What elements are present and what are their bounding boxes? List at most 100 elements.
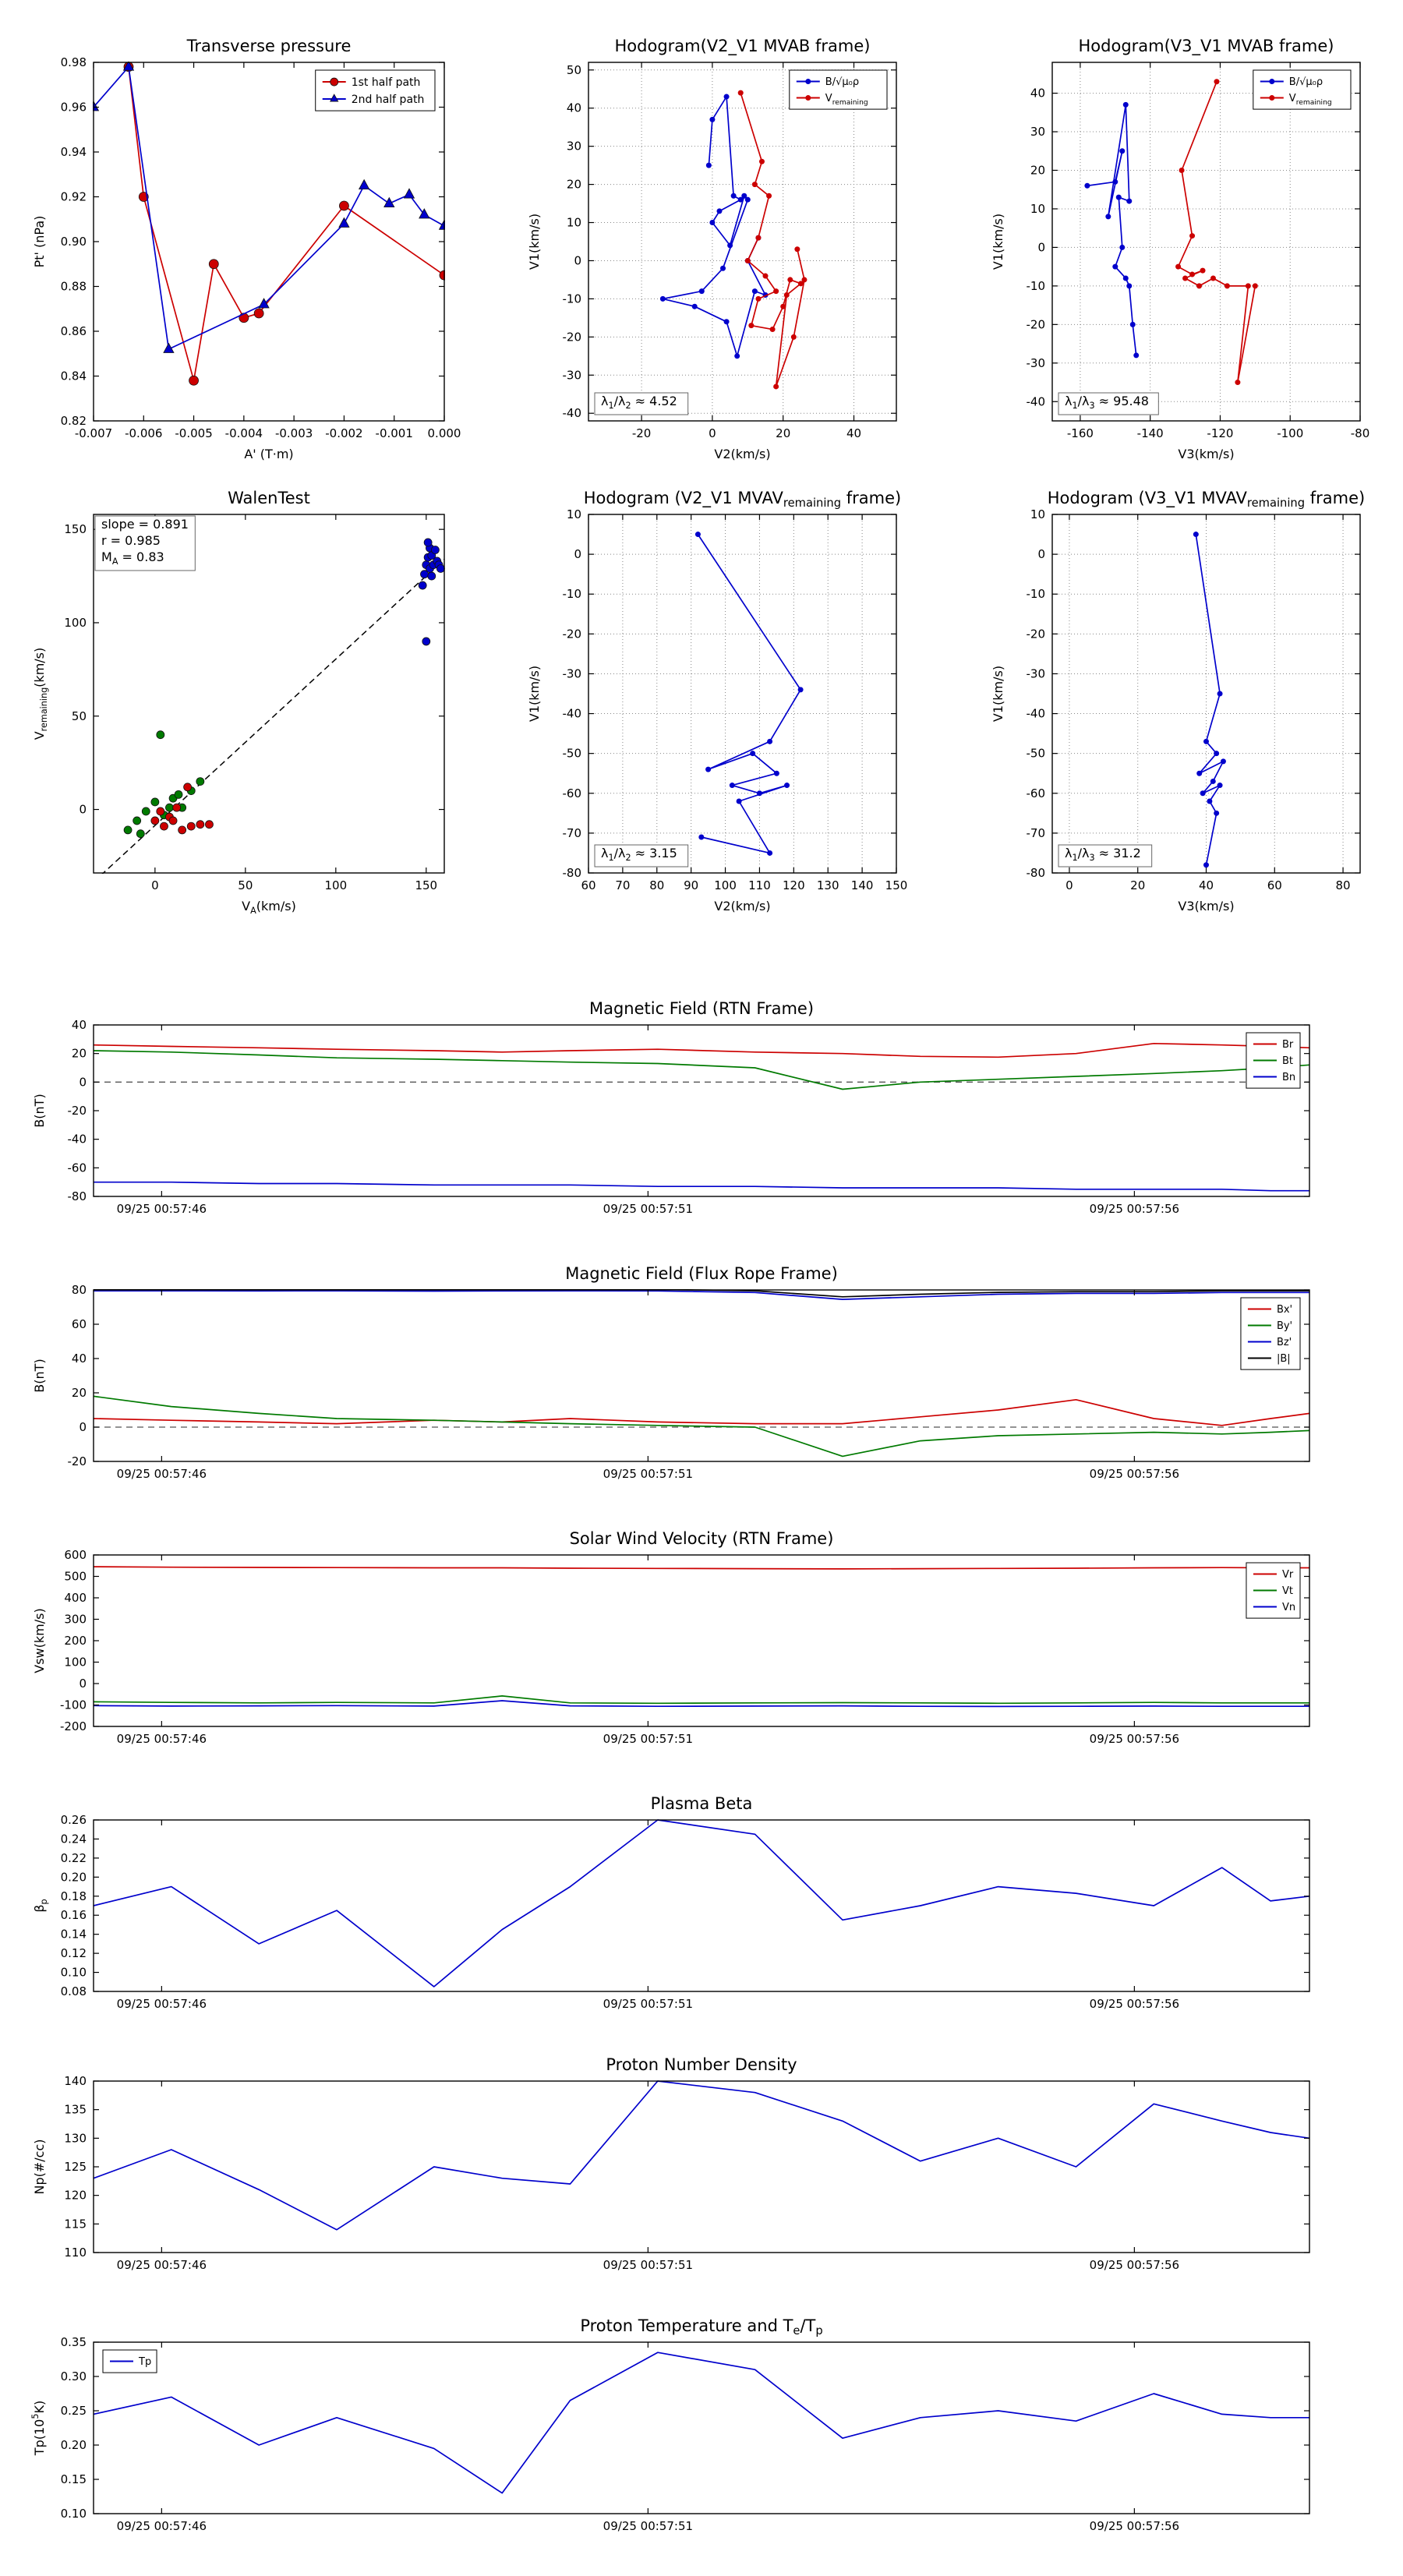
x-tick-label: 100 (714, 878, 737, 892)
x-tick-label: 50 (238, 878, 253, 892)
y-tick-label: -50 (1027, 747, 1046, 761)
x-tick-label: 60 (1267, 878, 1282, 892)
plot-frame (93, 1289, 1310, 1462)
x-tick-label: 0.000 (428, 426, 461, 440)
y-tick-label: 0.12 (61, 1946, 87, 1960)
legend-label: |B| (1277, 1353, 1291, 1365)
legend-label: Vremaining (825, 93, 868, 107)
x-tick-label: -0.004 (225, 426, 263, 440)
y-tick-label: 130 (64, 2131, 87, 2145)
y-axis-label: Vremaining(km/s) (32, 648, 49, 740)
x-tick-label: 120 (783, 878, 805, 892)
y-tick-label: 0.92 (61, 190, 87, 204)
y-tick-label: 600 (64, 1548, 87, 1562)
x-axis-label: V2(km/s) (714, 899, 770, 913)
legend: Br Bt Bn (1246, 1032, 1301, 1089)
legend-label: 1st half path (352, 76, 421, 89)
legend-label: Vn (1282, 1602, 1295, 1613)
y-tick-label: -80 (68, 1189, 87, 1203)
legend-label: 2nd half path (352, 94, 425, 106)
x-tick-label: 0 (1066, 878, 1073, 892)
x-tick-label: 09/25 00:57:46 (117, 2258, 207, 2272)
y-tick-label: 125 (64, 2160, 87, 2174)
y-axis-label: Vsw(km/s) (32, 1608, 47, 1673)
legend-label: Br (1282, 1039, 1294, 1051)
y-axis-label: V1(km/s) (991, 214, 1005, 270)
series-vt (93, 1695, 1309, 1705)
y-tick-label: 500 (64, 1570, 87, 1584)
y-tick-label: -100 (60, 1698, 87, 1712)
x-tick-label: -80 (1351, 426, 1370, 440)
y-tick-label: 20 (72, 1386, 87, 1400)
x-tick-label: 20 (776, 426, 790, 440)
y-tick-label: -10 (563, 292, 582, 306)
x-tick-label: 40 (1199, 878, 1214, 892)
x-axis-label: V3(km/s) (1178, 899, 1234, 913)
plot-frame (93, 2341, 1310, 2514)
y-tick-label: 10 (567, 216, 581, 230)
y-tick-label: 150 (64, 522, 87, 536)
y-tick-label: 40 (1030, 87, 1045, 101)
y-tick-label: 0 (1037, 547, 1045, 561)
y-axis-label: B(nT) (32, 1094, 47, 1127)
chart-title: Transverse pressure (186, 37, 352, 55)
x-tick-label: -0.007 (75, 426, 112, 440)
y-tick-label: 0.15 (61, 2472, 87, 2486)
series-fit-line (101, 558, 445, 874)
y-tick-label: 30 (567, 140, 581, 154)
y-tick-label: 0.82 (61, 414, 87, 428)
y-tick-label: -200 (60, 1719, 87, 1733)
chart-mag_fluxrope: 09/25 00:57:46 09/25 00:57:51 09/25 00:57:… (32, 1264, 1310, 1481)
y-tick-label: 80 (72, 1283, 87, 1297)
y-tick-label: 0.26 (61, 1813, 87, 1827)
y-tick-label: -40 (1027, 394, 1046, 408)
legend-label: Bz' (1277, 1337, 1292, 1348)
series-bx (93, 1398, 1310, 1426)
y-tick-label: -30 (1027, 666, 1046, 680)
chart-mag_rtn: 09/25 00:57:46 09/25 00:57:51 09/25 00:57:… (32, 999, 1310, 1216)
annotation: λ1/λ2 ≈ 3.15 (594, 844, 689, 868)
y-tick-label: -70 (1027, 826, 1046, 840)
y-tick-label: -60 (563, 786, 582, 800)
y-tick-label: -50 (563, 747, 582, 761)
x-tick-label: 150 (885, 878, 908, 892)
x-tick-label: 0 (151, 878, 159, 892)
legend-label: Vr (1282, 1569, 1294, 1581)
chart-hodogram_v2v1_mvav: 60 70 80 90 100 110 120 130 140 150-80-70-60-50-4… (527, 489, 907, 913)
x-tick-label: 100 (325, 878, 348, 892)
chart-title: WalenTest (228, 489, 310, 507)
y-tick-label: 40 (72, 1018, 87, 1032)
x-tick-label: 90 (684, 878, 698, 892)
plot-frame (93, 1819, 1310, 1992)
y-axis-label: Tp(105K) (30, 2401, 47, 2456)
x-tick-label: 09/25 00:57:46 (117, 2519, 207, 2533)
series-bz (94, 1290, 1309, 1300)
y-tick-label: -40 (68, 1133, 87, 1147)
x-tick-label: 09/25 00:57:51 (603, 1732, 693, 1746)
y-tick-label: 0.22 (61, 1851, 87, 1865)
legend-label: B/√μ₀ρ (825, 76, 859, 88)
y-tick-label: -20 (1027, 627, 1046, 641)
chart-transverse_pressure: -0.007 -0.006 -0.005 -0.004 -0.003 -0.002 -0.0… (32, 37, 461, 461)
annotation-text: λ1/λ2 ≈ 3.15 (601, 846, 677, 863)
y-tick-label: -80 (563, 866, 582, 880)
y-tick-label: 0.25 (61, 2404, 87, 2418)
y-tick-label: 40 (72, 1352, 87, 1366)
x-tick-label: 0 (709, 426, 716, 440)
x-tick-label: 09/25 00:57:56 (1090, 1997, 1179, 2011)
annotation-text: r = 0.985 (101, 533, 161, 548)
y-tick-label: -10 (563, 587, 582, 601)
y-tick-label: 0.94 (61, 145, 87, 159)
y-tick-label: -30 (1027, 356, 1046, 370)
chart-hodogram_v3v1_mvab: -160 -140 -120 -100 -80-40-30-20-10010203040… (991, 37, 1369, 461)
y-tick-label: 0.86 (61, 324, 87, 338)
annotation-text: slope = 0.891 (101, 517, 189, 532)
y-tick-label: 200 (64, 1634, 87, 1648)
annotation-text: λ1/λ3 ≈ 95.48 (1065, 394, 1149, 411)
x-tick-label: 70 (615, 878, 630, 892)
annotation: λ1/λ3 ≈ 95.48 (1058, 392, 1159, 415)
y-tick-label: 400 (64, 1591, 87, 1605)
x-tick-label: -0.001 (376, 426, 413, 440)
y-tick-label: 0 (79, 1075, 87, 1089)
x-axis-label: V3(km/s) (1178, 447, 1234, 461)
